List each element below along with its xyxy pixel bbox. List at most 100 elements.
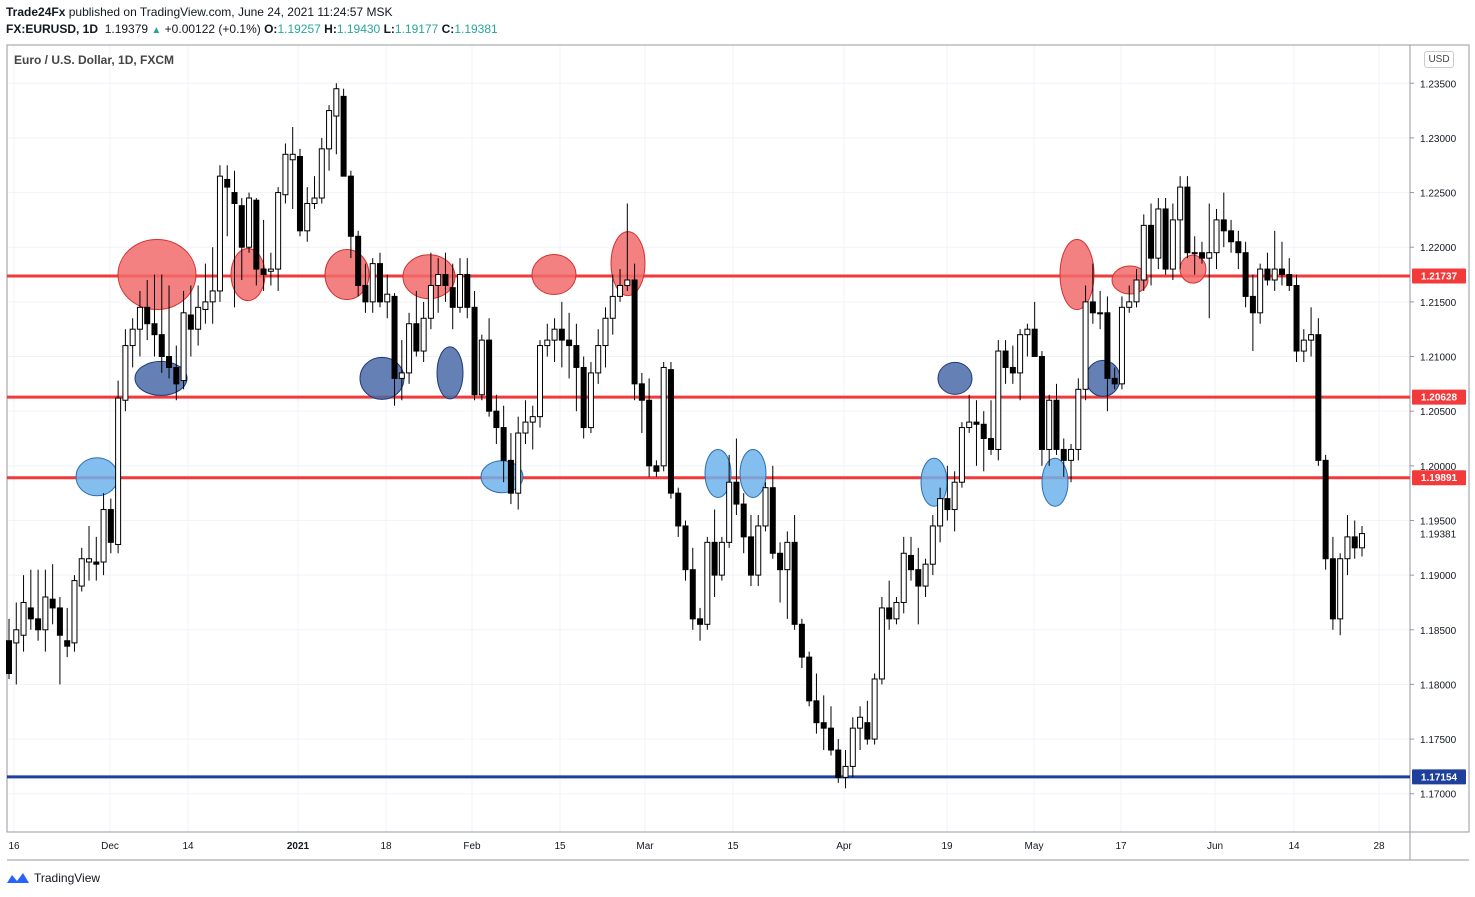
high-label: H: bbox=[324, 22, 337, 36]
candle bbox=[1126, 285, 1133, 313]
candle bbox=[566, 312, 573, 379]
publisher-name[interactable]: Trade24Fx bbox=[6, 5, 66, 19]
support-marker-light bbox=[704, 448, 732, 498]
candle bbox=[893, 596, 900, 625]
candle bbox=[697, 607, 704, 641]
candle-body-up bbox=[333, 88, 340, 117]
candle-body-down bbox=[573, 345, 580, 368]
candle-body-down bbox=[827, 727, 834, 751]
candle bbox=[246, 192, 253, 253]
close-label: C: bbox=[441, 22, 455, 36]
candle-body-down bbox=[1322, 459, 1329, 560]
candle-body-down bbox=[449, 287, 456, 308]
level-markers bbox=[75, 231, 1207, 507]
candle-body-down bbox=[362, 284, 369, 303]
candle bbox=[1198, 241, 1205, 264]
currency-badge[interactable]: USD bbox=[1424, 51, 1454, 68]
candle-body-up bbox=[1213, 219, 1220, 254]
candle-body-up bbox=[842, 765, 849, 778]
candle bbox=[347, 170, 354, 259]
candle bbox=[988, 400, 995, 455]
candle bbox=[449, 263, 456, 330]
price-level-tag bbox=[1412, 389, 1466, 405]
candle-body-down bbox=[493, 410, 500, 429]
candle bbox=[660, 361, 667, 472]
candle bbox=[376, 252, 383, 308]
y-tick-label: 1.21500 bbox=[1420, 298, 1457, 309]
candle-body-up bbox=[995, 350, 1002, 450]
candle bbox=[1068, 443, 1075, 483]
candle bbox=[507, 433, 514, 505]
support-marker-dark bbox=[937, 361, 973, 395]
x-tick-label: 2021 bbox=[287, 841, 310, 852]
price-level-label: 1.21737 bbox=[1421, 271, 1458, 282]
candle-body-up bbox=[929, 525, 936, 565]
candle-body-down bbox=[558, 328, 565, 341]
candle-body-down bbox=[973, 421, 980, 425]
x-tick-label: 15 bbox=[727, 841, 739, 852]
candle-body-up bbox=[718, 541, 725, 576]
candle bbox=[711, 509, 718, 597]
price-level-tag bbox=[1412, 268, 1466, 284]
tradingview-icon bbox=[7, 873, 29, 883]
support-marker-light bbox=[739, 448, 767, 498]
candle bbox=[1097, 290, 1104, 330]
candle bbox=[864, 700, 871, 745]
candle bbox=[1038, 351, 1045, 466]
candle bbox=[115, 380, 122, 554]
y-tick-label: 1.17000 bbox=[1420, 790, 1457, 801]
candle bbox=[391, 293, 398, 406]
candle-body-down bbox=[747, 536, 754, 576]
candle-body-down bbox=[1249, 295, 1256, 314]
candle bbox=[646, 378, 653, 477]
candle-body-up bbox=[398, 372, 405, 379]
candle-body-up bbox=[784, 541, 791, 571]
candle bbox=[275, 187, 282, 291]
candle bbox=[93, 536, 100, 581]
candle-body-up bbox=[282, 153, 289, 196]
candle-body-up bbox=[1169, 219, 1176, 270]
candle-body-down bbox=[638, 383, 645, 401]
candle-body-down bbox=[813, 700, 820, 724]
candle bbox=[951, 471, 958, 532]
candle-body-up bbox=[129, 328, 136, 347]
candle bbox=[340, 88, 347, 177]
candle bbox=[908, 536, 914, 581]
price-level-tag bbox=[1412, 769, 1466, 785]
tradingview-logo[interactable]: TradingView bbox=[6, 871, 100, 885]
candle-body-up bbox=[1082, 301, 1089, 390]
candle-body-down bbox=[296, 155, 303, 232]
candle bbox=[1046, 394, 1053, 466]
candle bbox=[253, 198, 260, 286]
candle bbox=[1024, 323, 1031, 357]
candle bbox=[136, 290, 143, 357]
price-level-label: 1.19891 bbox=[1421, 473, 1458, 484]
candle-body-down bbox=[711, 541, 718, 576]
candle bbox=[973, 400, 980, 466]
candle-body-down bbox=[173, 366, 180, 385]
candle-body-up bbox=[384, 293, 391, 303]
y-tick-label: 1.19500 bbox=[1420, 516, 1457, 527]
candle-body-down bbox=[1038, 356, 1045, 450]
y-tick-label: 1.20000 bbox=[1420, 462, 1457, 473]
candle-body-up bbox=[478, 339, 485, 396]
candle-body-down bbox=[653, 465, 660, 472]
x-tick-label: Mar bbox=[636, 841, 654, 852]
resistance-marker bbox=[230, 248, 266, 302]
candle-body-up bbox=[871, 678, 878, 740]
candle-body-up bbox=[900, 552, 907, 603]
candle bbox=[289, 126, 296, 209]
candle-body-up bbox=[71, 580, 78, 644]
candle bbox=[260, 219, 267, 291]
candle bbox=[1228, 219, 1235, 253]
candle-body-down bbox=[1184, 186, 1191, 254]
candle bbox=[1329, 536, 1336, 630]
candle-body-down bbox=[1242, 252, 1249, 297]
candle-body-down bbox=[566, 339, 573, 347]
candle-body-up bbox=[369, 263, 376, 303]
x-tick-label: 17 bbox=[1115, 841, 1127, 852]
candle-body-down bbox=[1060, 448, 1067, 461]
candle-body-up bbox=[318, 148, 325, 199]
candle-body-down bbox=[1329, 558, 1336, 620]
